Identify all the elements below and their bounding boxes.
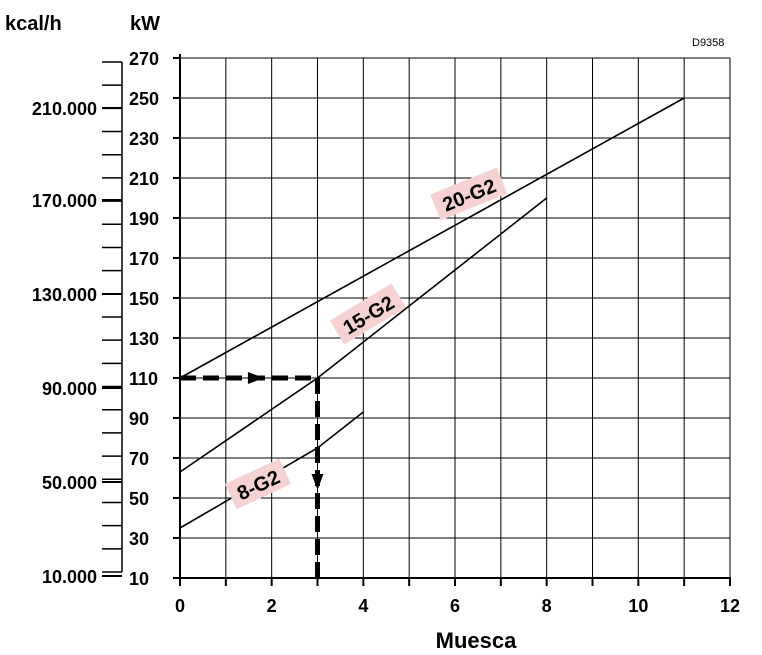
series-lines <box>179 97 685 529</box>
x-tick-label: 10 <box>628 596 648 616</box>
y-tick-label: 270 <box>129 49 159 69</box>
example-reading <box>180 372 324 580</box>
y-tick-label: 170 <box>129 249 159 269</box>
y-tick-label: 230 <box>129 129 159 149</box>
arrow-right-icon <box>247 372 264 384</box>
y-tick-label: 110 <box>129 369 158 389</box>
figure-code: D9358 <box>692 37 724 49</box>
x-tick-label: 4 <box>358 596 368 616</box>
series-label-box <box>329 283 406 345</box>
series-label: 15-G2 <box>329 283 406 345</box>
y-tick-label: 190 <box>129 209 159 229</box>
y-tick-label: 70 <box>129 449 149 469</box>
y-tick-label: 130 <box>129 329 159 349</box>
series-label-box <box>224 458 292 510</box>
series-label: 20-G2 <box>430 167 508 221</box>
x-tick-label: 8 <box>542 596 552 616</box>
secondary-tick-label: 90.000 <box>42 379 97 399</box>
secondary-tick-label: 130.000 <box>32 285 97 305</box>
secondary-tick-label: 50.000 <box>42 473 97 493</box>
y-tick-label: 250 <box>129 89 159 109</box>
series-label: 8-G2 <box>224 458 292 510</box>
y-tick-label: 10 <box>129 569 149 589</box>
y-tick-label: 150 <box>129 289 159 309</box>
y-axis-secondary-title: kcal/h <box>5 13 62 35</box>
y-tick-label: 30 <box>129 529 149 549</box>
y-tick-label: 90 <box>129 409 149 429</box>
x-axis-title: Muesca <box>436 628 517 653</box>
series-line <box>179 97 685 379</box>
axes: 10 30 50 70 90 110 130 150 170 190 210 230 250 270 0 2 4… <box>32 49 740 616</box>
secondary-tick-label: 170.000 <box>32 191 97 211</box>
secondary-tick-label: 210.000 <box>32 99 97 119</box>
secondary-tick-label: 10.000 <box>42 567 97 587</box>
arrow-down-icon <box>311 474 324 490</box>
x-tick-label: 2 <box>267 596 277 616</box>
series-label-box <box>430 167 508 221</box>
y-axis-title: kW <box>130 13 160 35</box>
y-tick-label: 50 <box>129 489 149 509</box>
y-tick-label: 210 <box>129 169 159 189</box>
x-tick-label: 0 <box>175 596 185 616</box>
grid <box>179 57 731 579</box>
x-tick-label: 6 <box>450 596 460 616</box>
x-tick-label: 12 <box>720 596 740 616</box>
